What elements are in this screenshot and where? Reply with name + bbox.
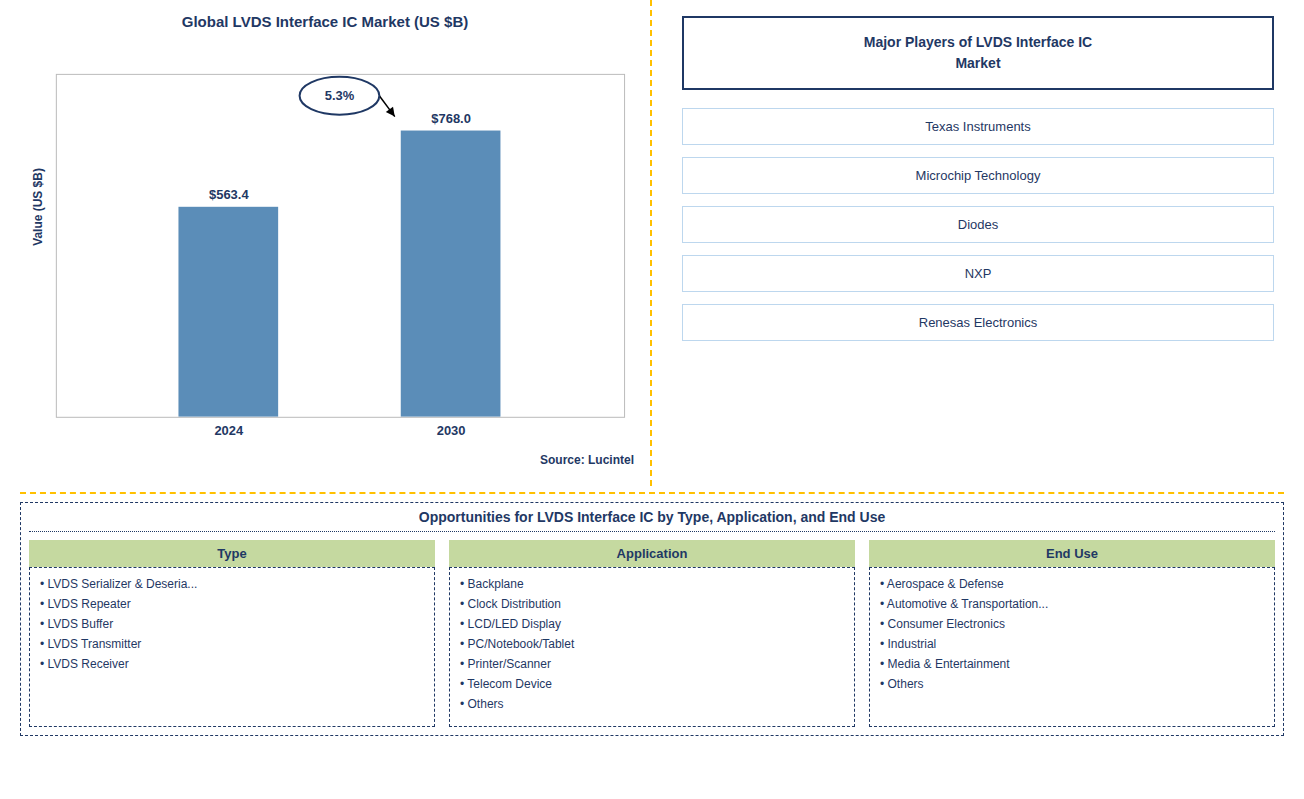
html-text:Texas Instruments: Texas Instruments	[925, 119, 1031, 134]
html-text:• Media & Entertainment: • Media & Entertainment	[880, 657, 1010, 671]
html-text:• Consumer Electronics: • Consumer Electronics	[880, 617, 1005, 631]
html-text:Global LVDS Interface IC Marke: Global LVDS Interface IC Market (US $B)	[181, 13, 469, 30]
html-text:Opportunities for LVDS Interfa: Opportunities for LVDS Interface IC by T…	[418, 509, 886, 525]
html-text:• Telecom Device: • Telecom Device	[460, 677, 552, 691]
svg-text:Value (US $B): Value (US $B)	[31, 168, 45, 246]
html-text:Diodes: Diodes	[957, 217, 999, 232]
html-text:• LVDS Buffer: • LVDS Buffer	[40, 617, 114, 631]
html-text:Source: Lucintel: Source: Lucintel	[540, 452, 634, 467]
html-text:End Use: End Use	[1046, 546, 1098, 561]
html-text:Type: Type	[217, 546, 247, 561]
html-text:• LVDS Receiver: • LVDS Receiver	[40, 657, 129, 671]
html-text:• Clock Distribution: • Clock Distribution	[460, 597, 561, 611]
svg-text:$768.0: $768.0	[431, 111, 471, 126]
svg-text:5.3%: 5.3%	[325, 88, 355, 103]
html-text:• PC/Notebook/Tablet: • PC/Notebook/Tablet	[460, 637, 575, 651]
html-text:• Printer/Scanner: • Printer/Scanner	[460, 657, 551, 671]
html-text:Major Players of LVDS Interfac: Major Players of LVDS Interface IC Marke…	[863, 34, 1093, 71]
html-text:• Industrial: • Industrial	[880, 637, 937, 651]
html-text:• LVDS Repeater: • LVDS Repeater	[40, 597, 131, 611]
html-text:• Aerospace & Defense: • Aerospace & Defense	[880, 577, 1004, 591]
svg-text:2030: 2030	[437, 423, 466, 438]
svg-text:2024: 2024	[214, 423, 244, 438]
html-text:• Others: • Others	[880, 677, 924, 691]
html-text:• LVDS Transmitter: • LVDS Transmitter	[40, 637, 142, 651]
html-text:• LCD/LED Display: • LCD/LED Display	[460, 617, 561, 631]
html-text:NXP: NXP	[964, 266, 992, 281]
html-text:Renesas Electronics: Renesas Electronics	[918, 315, 1038, 330]
html-text:Application: Application	[616, 546, 688, 561]
svg-text:$563.4: $563.4	[209, 187, 249, 202]
html-text:• Others: • Others	[460, 697, 504, 711]
html-text:• Automotive & Transportation.: • Automotive & Transportation...	[880, 597, 1049, 611]
html-text:Microchip Technology: Microchip Technology	[915, 168, 1041, 183]
html-text:• LVDS Serializer & Deseria...: • LVDS Serializer & Deseria...	[40, 577, 198, 591]
html-text:• Backplane: • Backplane	[460, 577, 524, 591]
